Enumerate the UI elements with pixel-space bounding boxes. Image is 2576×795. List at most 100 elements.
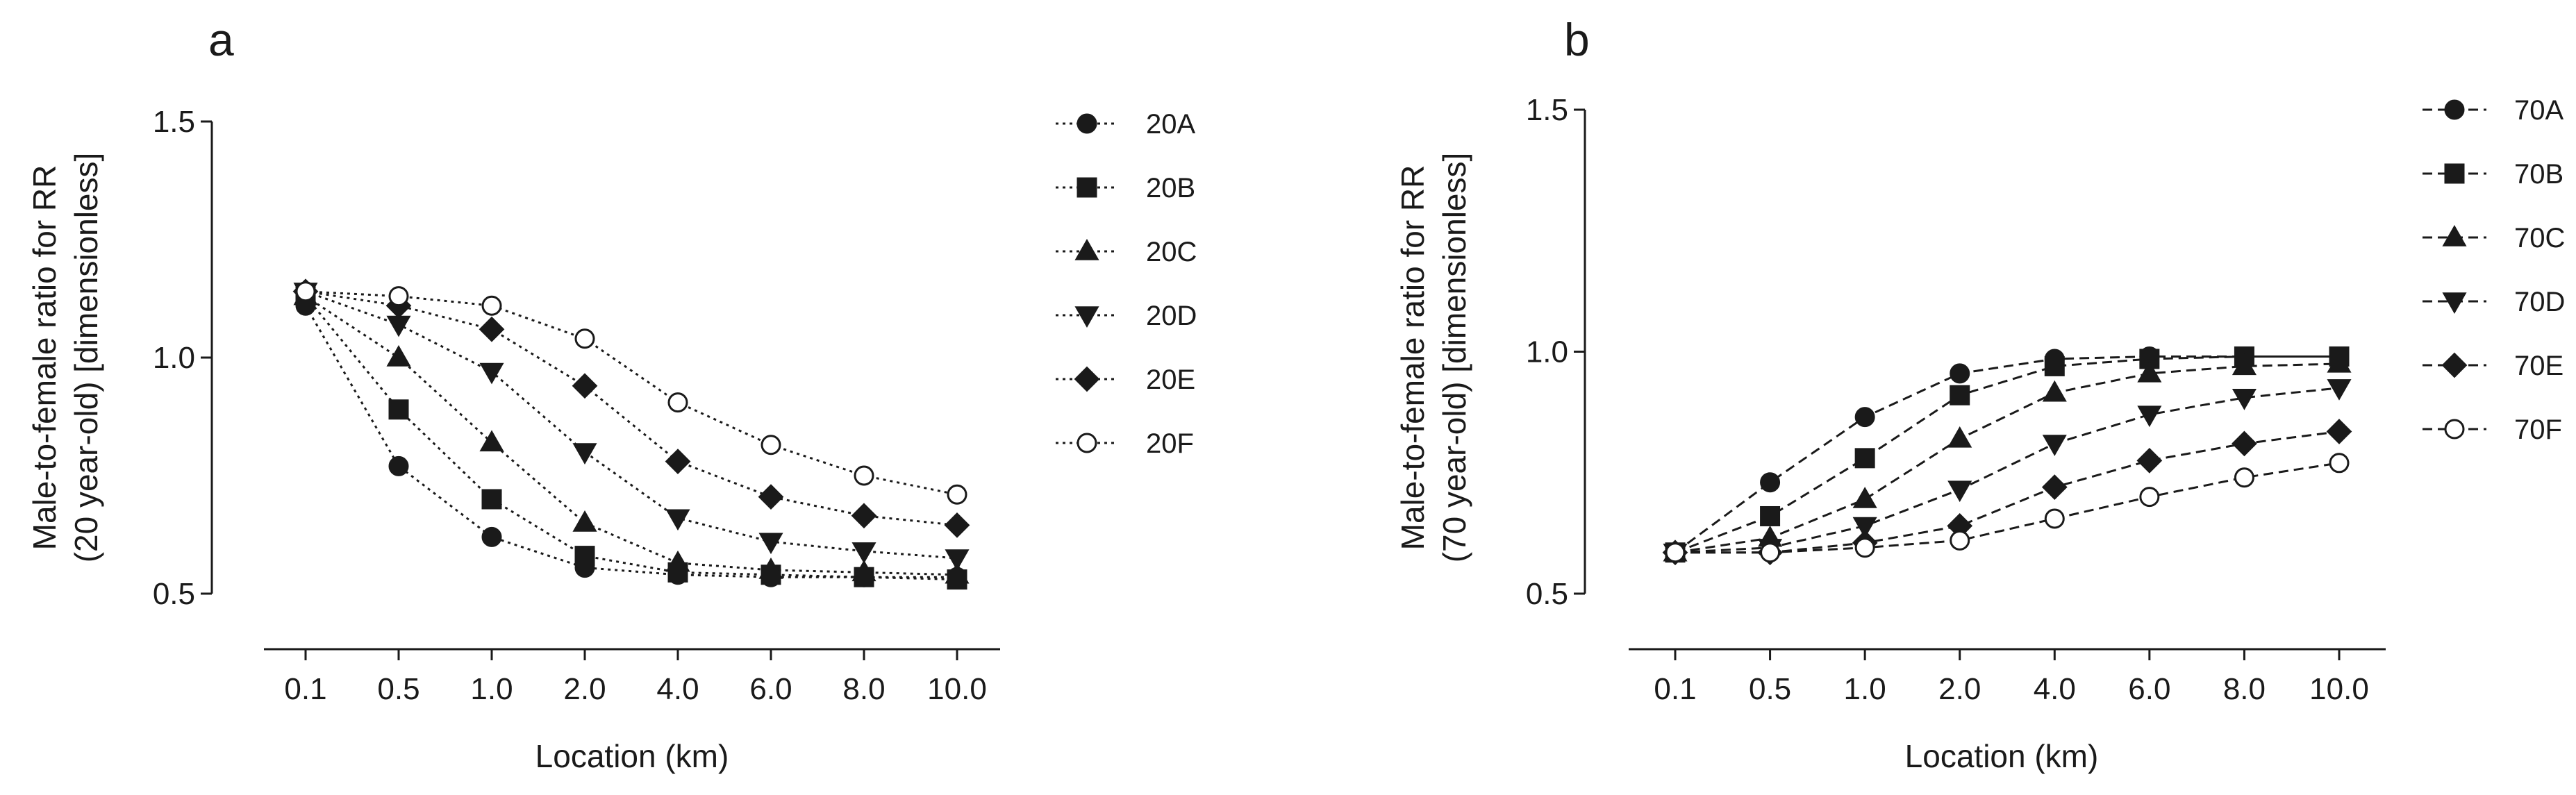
data-point <box>1950 363 1970 384</box>
data-point <box>758 558 783 579</box>
legend-item-20e: 20E <box>1056 365 1195 395</box>
data-point <box>1950 530 1970 551</box>
x-tick-label: 4.0 <box>656 672 699 706</box>
data-point <box>665 550 690 572</box>
legend-label: 20E <box>1146 365 1195 395</box>
data-point <box>945 562 970 584</box>
legend-marker <box>2442 292 2467 314</box>
legend-marker <box>2441 352 2468 378</box>
data-point <box>2232 353 2257 376</box>
x-tick-label: 8.0 <box>842 672 885 706</box>
x-tick-label: 2.0 <box>1938 672 1981 706</box>
series-line <box>1675 355 2339 553</box>
data-point <box>574 546 595 567</box>
data-point <box>388 286 409 307</box>
data-point <box>481 489 502 510</box>
data-point <box>2139 487 2160 508</box>
data-point <box>851 542 876 564</box>
series-70f <box>1665 453 2350 563</box>
legend-label: 20C <box>1146 237 1197 267</box>
legend-item-70d: 70D <box>2423 287 2565 317</box>
x-tick-label: 6.0 <box>2128 672 2170 706</box>
chart-panel-a: a 0.5 1.0 1.5 0.1 0.5 1.0 2.0 4.0 6.0 8.0 10.0 Locat… <box>26 14 1197 774</box>
legend-label: 70D <box>2514 287 2565 317</box>
x-tick-label: 2.0 <box>563 672 606 706</box>
data-point <box>388 455 409 476</box>
legend-marker <box>1077 113 1097 134</box>
legend-label: 70F <box>2514 415 2562 445</box>
x-tick-label: 10.0 <box>927 672 987 706</box>
legend-item-70a: 70A <box>2423 95 2563 126</box>
legend-item-20b: 20B <box>1056 173 1195 203</box>
data-point <box>758 533 783 555</box>
legend-marker <box>1077 177 1097 198</box>
legend-label: 70B <box>2514 159 2563 190</box>
series-20d <box>293 283 970 571</box>
data-point <box>2234 467 2254 488</box>
data-point <box>295 281 316 302</box>
data-point <box>947 484 967 505</box>
data-point <box>1665 542 1686 563</box>
legend-marker <box>1077 433 1097 453</box>
data-point <box>481 526 502 547</box>
data-point <box>572 443 597 465</box>
data-point <box>386 315 411 337</box>
data-point <box>854 465 874 486</box>
series-line <box>304 295 958 581</box>
data-point <box>2329 453 2350 474</box>
legend-item-70c: 70C <box>2423 223 2565 253</box>
x-tick-label: 0.1 <box>1654 672 1696 706</box>
data-point <box>1760 472 1781 493</box>
y-tick-label: 1.0 <box>1526 335 1568 369</box>
data-point <box>2327 351 2352 373</box>
x-tick-label: 10.0 <box>2309 672 2369 706</box>
panel-letter: b <box>1564 14 1590 65</box>
data-point <box>944 512 970 538</box>
y-axis-title-line: Male-to-female ratio for RR <box>1395 165 1431 551</box>
x-tick-label: 4.0 <box>2034 672 2076 706</box>
x-tick-label: 1.0 <box>1844 672 1886 706</box>
data-point <box>572 510 597 532</box>
x-tick-label: 0.5 <box>1749 672 1791 706</box>
legend-item-20c: 20C <box>1056 237 1197 267</box>
data-point <box>2137 360 2162 383</box>
data-point <box>851 503 877 529</box>
legend-label: 20B <box>1146 173 1195 203</box>
data-point <box>1760 505 1781 526</box>
data-point <box>479 316 505 342</box>
data-point <box>574 328 595 349</box>
data-point <box>761 435 781 455</box>
data-point <box>2044 508 2065 529</box>
legend-label: 20A <box>1146 109 1195 140</box>
data-point <box>2137 405 2162 428</box>
data-point <box>2232 430 2257 457</box>
x-axis-title: Location (km) <box>1905 738 2099 774</box>
x-tick-label: 0.1 <box>284 672 326 706</box>
series-line <box>1675 462 2340 554</box>
data-point <box>758 484 784 510</box>
data-point <box>2232 389 2257 410</box>
legend-marker <box>2442 225 2467 246</box>
x-tick-label: 0.5 <box>377 672 419 706</box>
data-point <box>1947 426 1972 448</box>
data-point <box>1852 487 1877 508</box>
series-line <box>1675 362 2340 554</box>
legend-marker <box>1074 366 1100 392</box>
y-axis-title-line: Male-to-female ratio for RR <box>26 165 63 551</box>
series-70c <box>1663 351 2352 562</box>
legend-item-70f: 70F <box>2423 415 2562 445</box>
legend-item-70b: 70B <box>2423 159 2563 190</box>
legend-marker <box>2444 99 2465 120</box>
data-point <box>1947 480 1972 503</box>
series-line <box>305 295 958 576</box>
x-tick-label: 8.0 <box>2223 672 2266 706</box>
series-line <box>304 305 957 578</box>
chart-panel-b: b 0.5 1.0 1.5 0.1 0.5 1.0 2.0 4.0 6.0 8.0 10.0 Locat… <box>1395 14 2565 774</box>
x-tick-label: 1.0 <box>470 672 513 706</box>
data-point <box>479 430 504 452</box>
legend-item-20d: 20D <box>1056 301 1197 331</box>
series-line <box>1675 355 2339 554</box>
series-line <box>305 290 958 526</box>
legend-label: 20F <box>1146 428 1194 459</box>
y-axis-title: Male-to-female ratio for RR (70 year-old)… <box>1395 153 1472 563</box>
